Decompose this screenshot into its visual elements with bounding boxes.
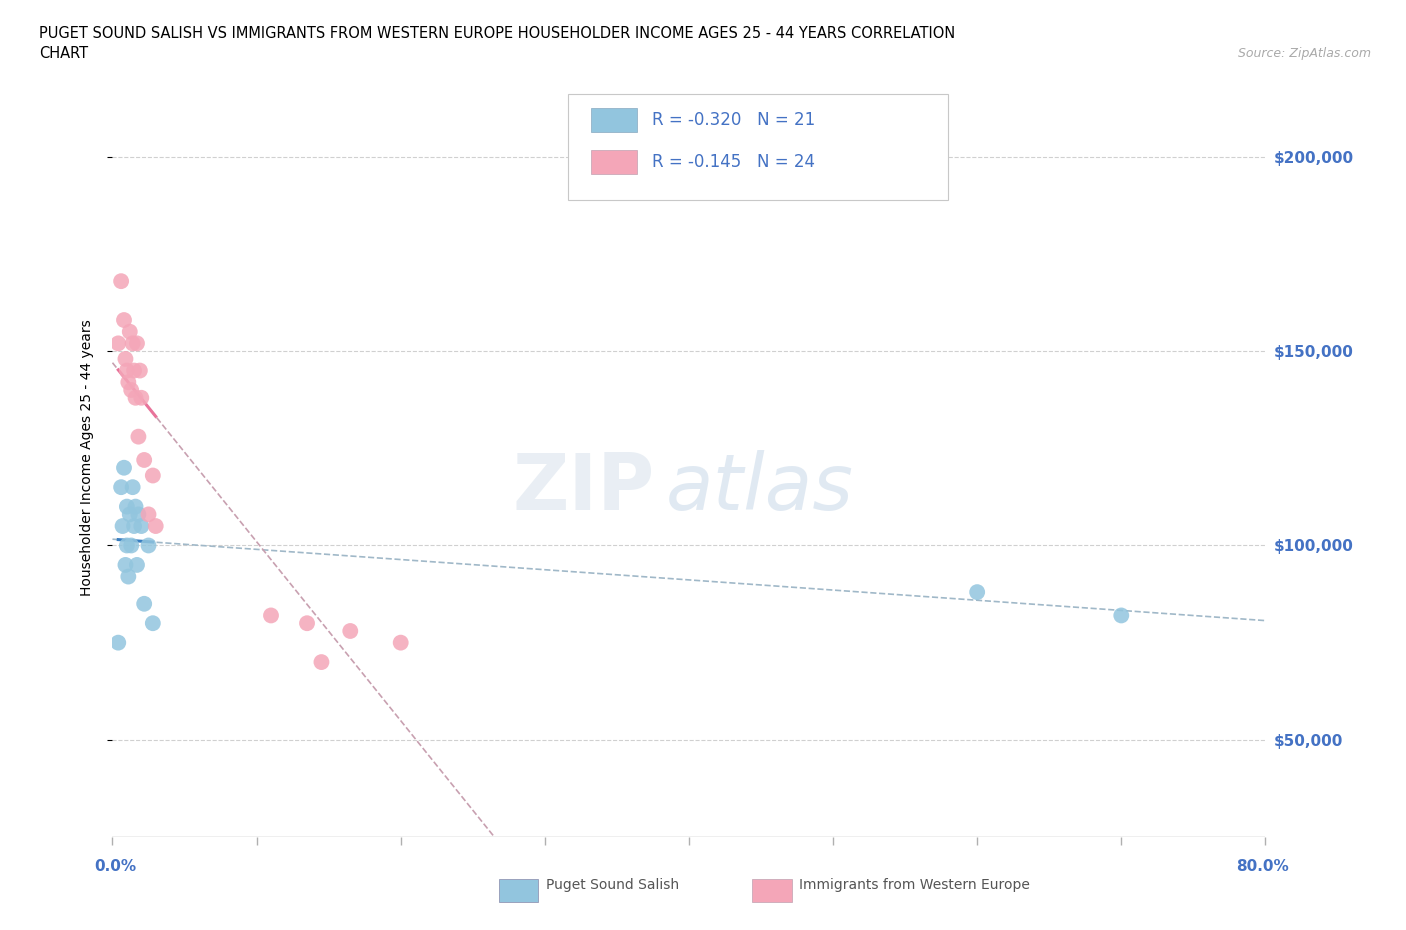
Point [107, 635, 129, 650]
Text: 0.0%: 0.0% [94, 859, 136, 874]
Point [129, 519, 153, 534]
Point [110, 273, 132, 288]
Point [124, 391, 146, 405]
Point [107, 336, 129, 351]
Text: 80.0%: 80.0% [1236, 859, 1289, 874]
Point [127, 430, 149, 445]
Bar [591, 108, 637, 132]
Text: R = -0.320   N = 21: R = -0.320 N = 21 [652, 111, 815, 129]
Point [110, 480, 132, 495]
Bar [591, 150, 637, 174]
Point [966, 585, 988, 600]
Point [145, 519, 167, 534]
Y-axis label: Householder Income Ages 25 - 44 years: Householder Income Ages 25 - 44 years [80, 320, 94, 596]
Point [114, 557, 136, 572]
Text: CHART: CHART [39, 46, 89, 61]
Text: Immigrants from Western Europe: Immigrants from Western Europe [799, 878, 1029, 893]
Point [124, 499, 146, 514]
Text: R = -0.145   N = 24: R = -0.145 N = 24 [652, 153, 815, 171]
Point [118, 507, 141, 522]
Point [339, 623, 361, 638]
Point [122, 519, 145, 534]
Point [142, 616, 165, 631]
Point [117, 569, 139, 584]
Point [128, 363, 150, 378]
Text: ZIP: ZIP [512, 450, 654, 526]
Point [112, 460, 135, 475]
Point [120, 538, 142, 553]
Point [260, 608, 283, 623]
Point [311, 655, 333, 670]
Point [121, 336, 143, 351]
Point [118, 325, 141, 339]
Point [1111, 608, 1133, 623]
Text: atlas: atlas [666, 450, 853, 526]
FancyBboxPatch shape [568, 94, 948, 200]
Point [134, 596, 156, 611]
Point [115, 499, 138, 514]
Point [115, 363, 138, 378]
Point [138, 507, 160, 522]
Point [112, 312, 135, 327]
Point [129, 391, 153, 405]
Point [125, 336, 148, 351]
Point [389, 635, 412, 650]
Point [138, 538, 160, 553]
Point [120, 382, 142, 397]
Point [125, 557, 148, 572]
Point [121, 480, 143, 495]
Text: Source: ZipAtlas.com: Source: ZipAtlas.com [1237, 46, 1371, 60]
Point [142, 468, 165, 483]
Text: Puget Sound Salish: Puget Sound Salish [546, 878, 679, 893]
Point [114, 352, 136, 366]
Point [127, 507, 149, 522]
Point [117, 375, 139, 390]
Text: PUGET SOUND SALISH VS IMMIGRANTS FROM WESTERN EUROPE HOUSEHOLDER INCOME AGES 25 : PUGET SOUND SALISH VS IMMIGRANTS FROM WE… [39, 26, 956, 41]
Point [115, 538, 138, 553]
Point [122, 363, 145, 378]
Point [111, 519, 134, 534]
Point [295, 616, 318, 631]
Point [134, 453, 156, 468]
